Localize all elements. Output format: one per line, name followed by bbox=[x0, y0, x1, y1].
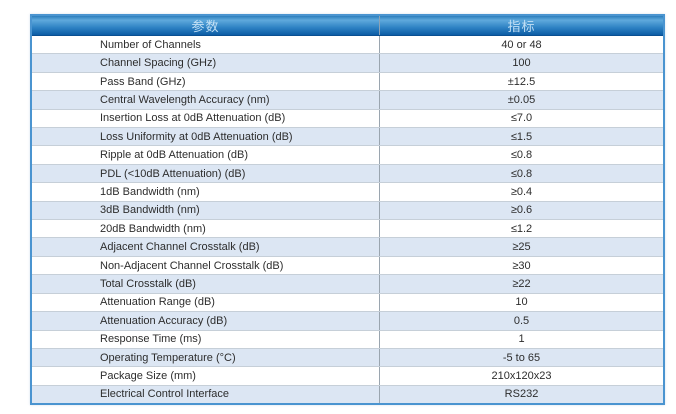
table-row: Total Crosstalk (dB) ≥22 bbox=[32, 274, 663, 293]
table-row: 3dB Bandwidth (nm) ≥0.6 bbox=[32, 200, 663, 220]
value-cell: 100 bbox=[512, 57, 531, 70]
value-cell: ±0.05 bbox=[507, 93, 536, 106]
parameter-cell: Adjacent Channel Crosstalk (dB) bbox=[32, 238, 380, 256]
header-cell-parameter: 参数 bbox=[32, 16, 380, 35]
table-row: Operating Temperature (°C) -5 to 65 bbox=[32, 347, 663, 367]
value-cell: RS232 bbox=[504, 388, 539, 401]
value-cell: 40 or 48 bbox=[501, 38, 542, 51]
value-cell: ≥0.6 bbox=[510, 204, 533, 217]
table-row: Loss Uniformity at 0dB Attenuation (dB) ≤… bbox=[32, 127, 663, 146]
value-cell: ≤1.5 bbox=[510, 130, 533, 143]
parameter-cell: Package Size (mm) bbox=[32, 367, 380, 385]
value-cell: ≥25 bbox=[512, 241, 531, 254]
parameter-cell: Central Wavelength Accuracy (nm) bbox=[32, 91, 380, 109]
value-cell: 10 bbox=[515, 296, 528, 309]
spec-table: 参数 指标 Number of Channels 40 or 48 Channel … bbox=[30, 14, 665, 405]
parameter-cell: Non-Adjacent Channel Crosstalk (dB) bbox=[32, 256, 380, 275]
table-row: 20dB Bandwidth (nm) ≤1.2 bbox=[32, 219, 663, 238]
value-cell: -5 to 65 bbox=[502, 351, 541, 364]
parameter-cell: Total Crosstalk (dB) bbox=[32, 275, 380, 293]
parameter-cell: Pass Band (GHz) bbox=[32, 72, 380, 91]
table-row: Channel Spacing (GHz) 100 bbox=[32, 53, 663, 72]
table-row: Electrical Control Interface RS232 bbox=[32, 384, 663, 404]
table-row: Package Size (mm) 210x120x23 bbox=[32, 366, 663, 385]
parameter-cell: Ripple at 0dB Attenuation (dB) bbox=[32, 146, 380, 164]
table-row: 1dB Bandwidth (nm) ≥0.4 bbox=[32, 182, 663, 201]
table-header-row: 参数 指标 bbox=[32, 16, 663, 36]
value-cell: 1 bbox=[518, 333, 525, 346]
parameter-cell: 3dB Bandwidth (nm) bbox=[32, 201, 380, 220]
table-row: Adjacent Channel Crosstalk (dB) ≥25 bbox=[32, 237, 663, 256]
parameter-cell: Insertion Loss at 0dB Attenuation (dB) bbox=[32, 109, 380, 128]
value-cell: ≤7.0 bbox=[510, 112, 533, 125]
parameter-cell: Loss Uniformity at 0dB Attenuation (dB) bbox=[32, 128, 380, 146]
table-row: Attenuation Range (dB) 10 bbox=[32, 292, 663, 312]
header-cell-spec: 指标 bbox=[507, 19, 536, 34]
value-cell: 0.5 bbox=[513, 314, 530, 327]
parameter-cell: Response Time (ms) bbox=[32, 330, 380, 348]
table-row: Non-Adjacent Channel Crosstalk (dB) ≥30 bbox=[32, 255, 663, 275]
value-cell: ±12.5 bbox=[507, 75, 536, 88]
table-row: Number of Channels 40 or 48 bbox=[32, 36, 663, 54]
parameter-cell: Attenuation Accuracy (dB) bbox=[32, 312, 380, 330]
value-cell: 210x120x23 bbox=[491, 370, 552, 383]
parameter-cell: 20dB Bandwidth (nm) bbox=[32, 220, 380, 238]
parameter-cell: Attenuation Range (dB) bbox=[32, 293, 380, 312]
table-row: Attenuation Accuracy (dB) 0.5 bbox=[32, 311, 663, 330]
table-row: Pass Band (GHz) ±12.5 bbox=[32, 71, 663, 91]
table-row: Response Time (ms) 1 bbox=[32, 329, 663, 348]
table-row: Central Wavelength Accuracy (nm) ±0.05 bbox=[32, 90, 663, 109]
table-body: Number of Channels 40 or 48 Channel Spacin… bbox=[32, 36, 663, 404]
parameter-cell: Operating Temperature (°C) bbox=[32, 348, 380, 367]
parameter-cell: Electrical Control Interface bbox=[32, 385, 380, 404]
parameter-cell: 1dB Bandwidth (nm) bbox=[32, 183, 380, 201]
parameter-cell: Channel Spacing (GHz) bbox=[32, 54, 380, 72]
value-cell: ≤0.8 bbox=[510, 167, 533, 180]
parameter-cell: PDL (<10dB Attenuation) (dB) bbox=[32, 164, 380, 183]
value-cell: ≤1.2 bbox=[510, 222, 533, 235]
value-cell: ≥30 bbox=[512, 259, 531, 272]
table-row: PDL (<10dB Attenuation) (dB) ≤0.8 bbox=[32, 163, 663, 183]
table-row: Insertion Loss at 0dB Attenuation (dB) ≤7… bbox=[32, 108, 663, 128]
value-cell: ≥0.4 bbox=[510, 185, 533, 198]
table-row: Ripple at 0dB Attenuation (dB) ≤0.8 bbox=[32, 145, 663, 164]
parameter-cell: Number of Channels bbox=[32, 36, 380, 54]
value-cell: ≤0.8 bbox=[510, 149, 533, 162]
value-cell: ≥22 bbox=[512, 277, 531, 290]
